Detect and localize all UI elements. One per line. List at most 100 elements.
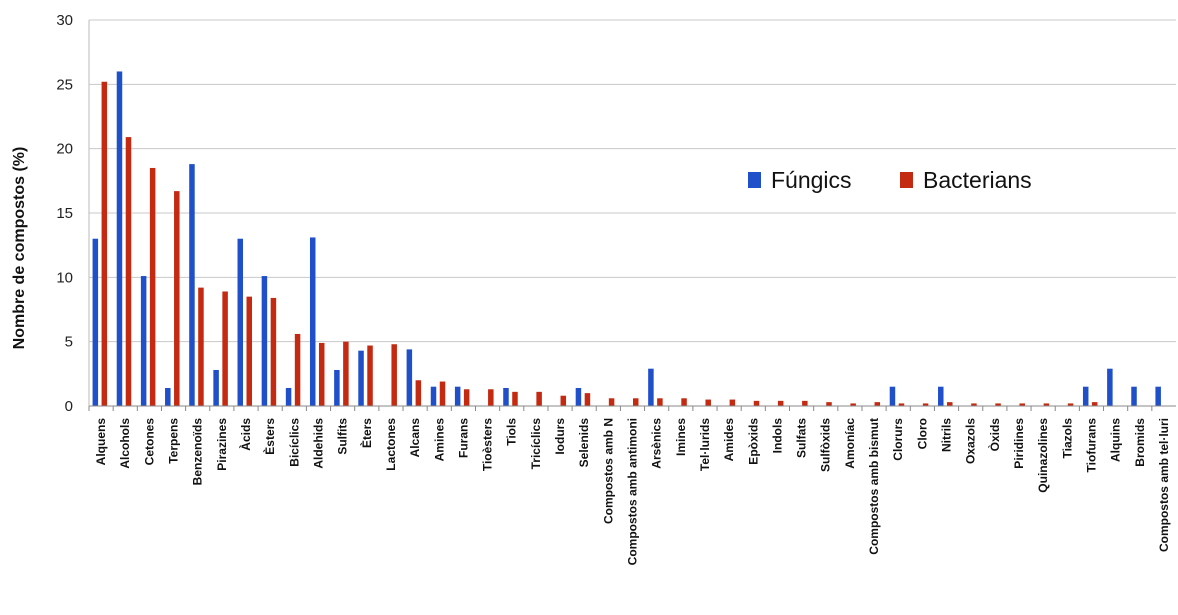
category-label: Cetones xyxy=(142,418,156,466)
category-label: Alcans xyxy=(408,418,422,458)
category-label: Compostos amb antimoni xyxy=(626,418,640,565)
category-label: Epòxids xyxy=(746,418,760,465)
bar-fungics xyxy=(358,350,364,406)
bar-bacterians xyxy=(802,400,808,406)
y-tick-label: 5 xyxy=(65,334,73,351)
category-label: Tel·lurids xyxy=(698,418,712,471)
category-label: Bicíclics xyxy=(287,418,301,467)
bar-bacterians xyxy=(1019,403,1025,406)
legend: Fúngics Bacterians xyxy=(748,167,1032,193)
category-labels: Alquens Alcohols Cetones Terpens Benzenoïds P… xyxy=(94,418,1171,566)
legend-label-fungics: Fúngics xyxy=(771,167,852,193)
bar-bacterians xyxy=(463,389,470,406)
bar-bacterians xyxy=(367,345,373,406)
category-label: Sulfats xyxy=(795,418,809,458)
category-label: Amides xyxy=(722,418,736,462)
bar-fungics xyxy=(334,369,340,406)
category-label: Compostos amb N xyxy=(601,418,615,524)
category-label: Aldehids xyxy=(311,418,325,469)
category-label: Oxazols xyxy=(964,418,978,464)
legend-swatch-bacterians xyxy=(900,172,913,188)
bar-fungics xyxy=(889,386,896,406)
category-label: Quinazolines xyxy=(1036,418,1050,493)
category-label: Benzenoïds xyxy=(191,418,205,486)
bar-fungics xyxy=(575,387,582,406)
bar-fungics xyxy=(116,71,123,406)
category-label: Nitrils xyxy=(940,418,954,452)
bar-bacterians xyxy=(729,399,736,406)
category-label: Òxids xyxy=(987,418,1002,452)
category-label: Terpens xyxy=(167,418,181,464)
bar-bacterians xyxy=(536,391,542,406)
bar-bacterians xyxy=(343,341,349,406)
bar-bacterians xyxy=(1067,403,1074,406)
category-label: Tiazols xyxy=(1060,418,1074,459)
category-label: Àcids xyxy=(238,418,253,451)
y-axis-title: Nombre de compostos (%) xyxy=(11,147,28,350)
bar-bacterians xyxy=(922,403,929,406)
bar-bacterians xyxy=(584,393,591,406)
y-tick-label: 30 xyxy=(56,12,73,29)
category-label: Lactones xyxy=(384,418,398,471)
y-axis-ticks: 0 5 10 15 20 25 30 xyxy=(56,12,73,415)
bar-bacterians xyxy=(826,402,832,406)
bar-bacterians xyxy=(1043,403,1050,406)
bar-fungics xyxy=(213,369,219,406)
y-tick-label: 20 xyxy=(56,141,73,158)
bar-bacterians xyxy=(971,403,977,406)
y-tick-label: 15 xyxy=(56,205,73,222)
bar-bacterians xyxy=(1091,402,1098,406)
bar-bacterians xyxy=(947,402,953,406)
bar-bacterians xyxy=(270,297,277,406)
bar-bacterians xyxy=(777,400,784,406)
y-tick-label: 10 xyxy=(56,269,73,286)
category-label: Tiols xyxy=(505,418,519,446)
category-label: Imines xyxy=(674,418,688,456)
category-label: Èters xyxy=(359,418,374,448)
bar-fungics xyxy=(454,386,461,406)
bar-fungics xyxy=(1155,386,1161,406)
category-label: Furans xyxy=(456,418,470,458)
bar-fungics xyxy=(140,276,147,406)
bar-bacterians xyxy=(608,398,615,406)
category-label: Selenids xyxy=(577,418,591,468)
category-label: Bromids xyxy=(1133,418,1147,467)
bar-bacterians xyxy=(149,167,156,406)
bar-fungics xyxy=(189,164,195,406)
category-label: Pirazines xyxy=(215,418,229,471)
category-label: Alquins xyxy=(1109,418,1123,462)
bar-bacterians xyxy=(294,333,301,406)
bar-fungics xyxy=(648,368,654,406)
bar-bacterians xyxy=(681,398,687,406)
category-label: Èsters xyxy=(262,418,277,455)
bar-bacterians xyxy=(318,342,325,406)
category-label: Amines xyxy=(432,418,446,462)
bars xyxy=(92,71,1161,406)
bar-fungics xyxy=(1082,386,1089,406)
y-tick-label: 25 xyxy=(56,76,73,93)
bar-bacterians xyxy=(874,402,881,406)
category-label: Sulfits xyxy=(336,418,350,455)
category-label: Alcohols xyxy=(118,418,132,469)
bar-fungics xyxy=(406,349,413,406)
bar-bacterians xyxy=(657,398,663,406)
category-label: Piridines xyxy=(1012,418,1026,469)
category-label: Clorurs xyxy=(891,418,905,461)
category-label: Tricíclics xyxy=(529,418,543,470)
category-label: Cloro xyxy=(915,418,929,449)
category-label: Sulfòxids xyxy=(819,418,833,472)
bar-bacterians xyxy=(560,395,567,406)
bar-bacterians xyxy=(488,389,494,406)
bar-bacterians xyxy=(705,399,711,406)
bar-bacterians xyxy=(415,380,422,406)
bar-fungics xyxy=(309,237,316,406)
bar-bacterians xyxy=(174,191,180,406)
bar-bacterians xyxy=(101,81,108,406)
category-label: Iodurs xyxy=(553,418,567,455)
bar-bacterians xyxy=(512,391,518,406)
x-axis xyxy=(88,20,1176,411)
category-label: Amoníac xyxy=(843,418,857,469)
category-label: Alquens xyxy=(94,418,108,466)
bar-bacterians xyxy=(391,344,397,406)
